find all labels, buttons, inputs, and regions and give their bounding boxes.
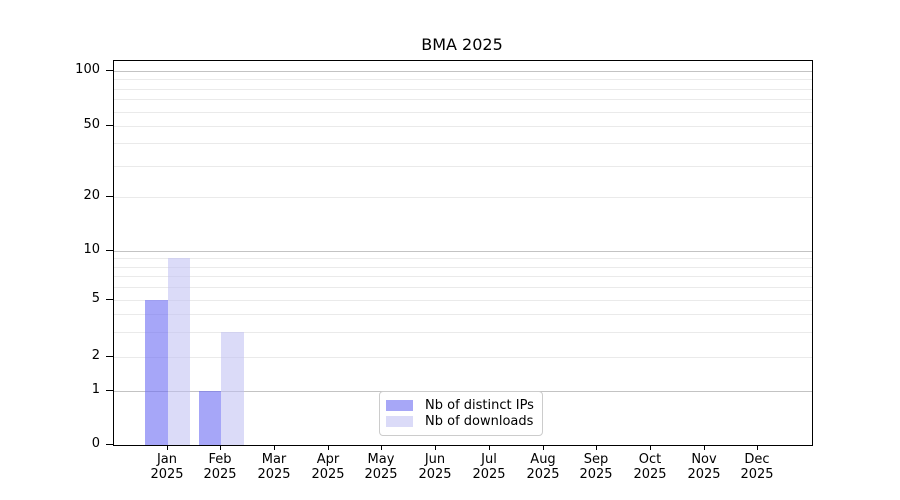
x-tick-apr (328, 445, 329, 450)
minor-gridline-40 (114, 143, 812, 144)
major-gridline-10 (114, 251, 812, 252)
x-tick-sep (596, 445, 597, 450)
x-tick-label-sep: Sep 2025 (556, 452, 636, 482)
x-tick-year: 2025 (364, 467, 398, 482)
minor-gridline-2 (114, 357, 812, 358)
y-tick-5 (106, 299, 113, 300)
x-tick-month: Dec (744, 452, 770, 467)
x-tick-label-dec: Dec 2025 (717, 452, 797, 482)
y-tick-label-50: 50 (83, 117, 100, 132)
minor-gridline-6 (114, 287, 812, 288)
x-tick-jan (167, 445, 168, 450)
y-tick-2 (106, 356, 113, 357)
x-tick-year: 2025 (150, 467, 184, 482)
y-tick-20 (106, 196, 113, 197)
minor-gridline-20 (114, 197, 812, 198)
plot-area: Nb of distinct IPs Nb of downloads (113, 60, 813, 446)
x-tick-dec (757, 445, 758, 450)
y-tick-label-1: 1 (91, 382, 100, 397)
minor-gridline-80 (114, 89, 812, 90)
x-tick-year: 2025 (311, 467, 345, 482)
x-tick-year: 2025 (257, 467, 291, 482)
y-tick-50 (106, 125, 113, 126)
y-tick-0 (106, 444, 113, 445)
bar-downloads-jan (167, 258, 191, 445)
minor-gridline-50 (114, 126, 812, 127)
minor-gridline-7 (114, 276, 812, 277)
x-tick-label-may: May 2025 (341, 452, 421, 482)
x-tick-year: 2025 (472, 467, 506, 482)
y-tick-label-100: 100 (75, 62, 100, 77)
y-tick-1 (106, 390, 113, 391)
x-tick-month: Jan (156, 452, 178, 467)
legend-item-distinct-ips: Nb of distinct IPs (386, 398, 534, 414)
x-tick-label-jul: Jul 2025 (449, 452, 529, 482)
x-tick-month: Aug (530, 452, 556, 467)
x-tick-mar (274, 445, 275, 450)
x-tick-month: Apr (316, 452, 340, 467)
x-tick-month: Nov (691, 452, 717, 467)
x-tick-label-feb: Feb 2025 (180, 452, 260, 482)
y-tick-label-2: 2 (91, 348, 100, 363)
x-tick-jun (435, 445, 436, 450)
y-tick-100 (106, 70, 113, 71)
legend-swatch-distinct-ips (386, 400, 413, 412)
x-tick-label-apr: Apr 2025 (288, 452, 368, 482)
major-gridline-100 (114, 71, 812, 72)
bars-layer (114, 61, 812, 445)
chart-title: BMA 2025 (421, 35, 503, 54)
x-tick-label-jun: Jun 2025 (395, 452, 475, 482)
x-tick-month: Jun (424, 452, 446, 467)
y-tick-10 (106, 250, 113, 251)
x-tick-year: 2025 (687, 467, 721, 482)
minor-gridline-8 (114, 267, 812, 268)
legend-item-downloads: Nb of downloads (386, 414, 534, 430)
legend-label-distinct-ips: Nb of distinct IPs (425, 398, 534, 414)
minor-gridline-60 (114, 112, 812, 113)
x-tick-aug (543, 445, 544, 450)
y-tick-label-5: 5 (91, 291, 100, 306)
minor-gridline-90 (114, 79, 812, 80)
x-tick-jul (489, 445, 490, 450)
bar-distinct-ips-jan (145, 300, 168, 445)
x-tick-label-jan: Jan 2025 (127, 452, 207, 482)
x-tick-month: Sep (583, 452, 609, 467)
x-tick-month: Mar (261, 452, 287, 467)
y-tick-label-0: 0 (91, 436, 100, 451)
x-tick-year: 2025 (633, 467, 667, 482)
minor-gridline-3 (114, 332, 812, 333)
x-tick-month: Jul (481, 452, 497, 467)
x-tick-oct (650, 445, 651, 450)
minor-gridline-5 (114, 300, 812, 301)
bar-downloads-feb (221, 332, 244, 445)
legend: Nb of distinct IPs Nb of downloads (379, 391, 543, 436)
bar-distinct-ips-feb (198, 391, 222, 445)
x-tick-label-oct: Oct 2025 (610, 452, 690, 482)
minor-gridline-4 (114, 314, 812, 315)
x-tick-label-nov: Nov 2025 (664, 452, 744, 482)
x-tick-year: 2025 (203, 467, 237, 482)
minor-gridline-70 (114, 99, 812, 100)
x-tick-label-mar: Mar 2025 (234, 452, 314, 482)
x-tick-year: 2025 (740, 467, 774, 482)
x-tick-feb (220, 445, 221, 450)
x-tick-year: 2025 (579, 467, 613, 482)
minor-gridline-30 (114, 166, 812, 167)
y-tick-label-20: 20 (83, 188, 100, 203)
x-tick-month: May (367, 452, 395, 467)
legend-label-downloads: Nb of downloads (425, 413, 534, 429)
x-tick-year: 2025 (418, 467, 452, 482)
x-tick-year: 2025 (526, 467, 560, 482)
x-tick-may (381, 445, 382, 450)
minor-gridline-9 (114, 258, 812, 259)
y-tick-label-10: 10 (83, 242, 100, 257)
x-tick-label-aug: Aug 2025 (503, 452, 583, 482)
x-tick-month: Oct (638, 452, 662, 467)
x-tick-month: Feb (208, 452, 232, 467)
x-tick-nov (704, 445, 705, 450)
legend-swatch-downloads (386, 415, 413, 427)
